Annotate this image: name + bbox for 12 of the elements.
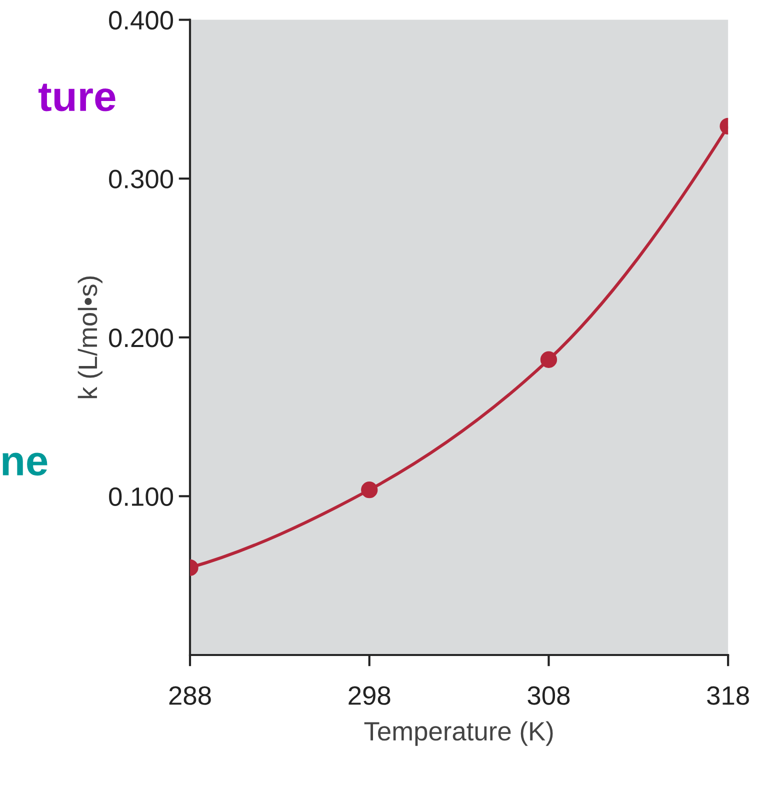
y-tick-label: 0.100	[109, 487, 173, 506]
x-axis-title: Temperature (K)	[364, 721, 553, 746]
text: ture	[38, 84, 116, 112]
x-tick-label: 288	[169, 686, 211, 705]
x-tick-label: 308	[528, 686, 570, 705]
x-tick-label: 298	[348, 686, 390, 705]
x-tick-label: 318	[707, 686, 749, 705]
y-axis-title: k (L/mol•s)	[78, 276, 102, 398]
y-tick-label: 0.400	[109, 10, 173, 30]
y-tick-label: 0.200	[109, 328, 173, 348]
y-tick-label: 0.300	[109, 170, 173, 188]
text: ne	[2, 452, 48, 476]
